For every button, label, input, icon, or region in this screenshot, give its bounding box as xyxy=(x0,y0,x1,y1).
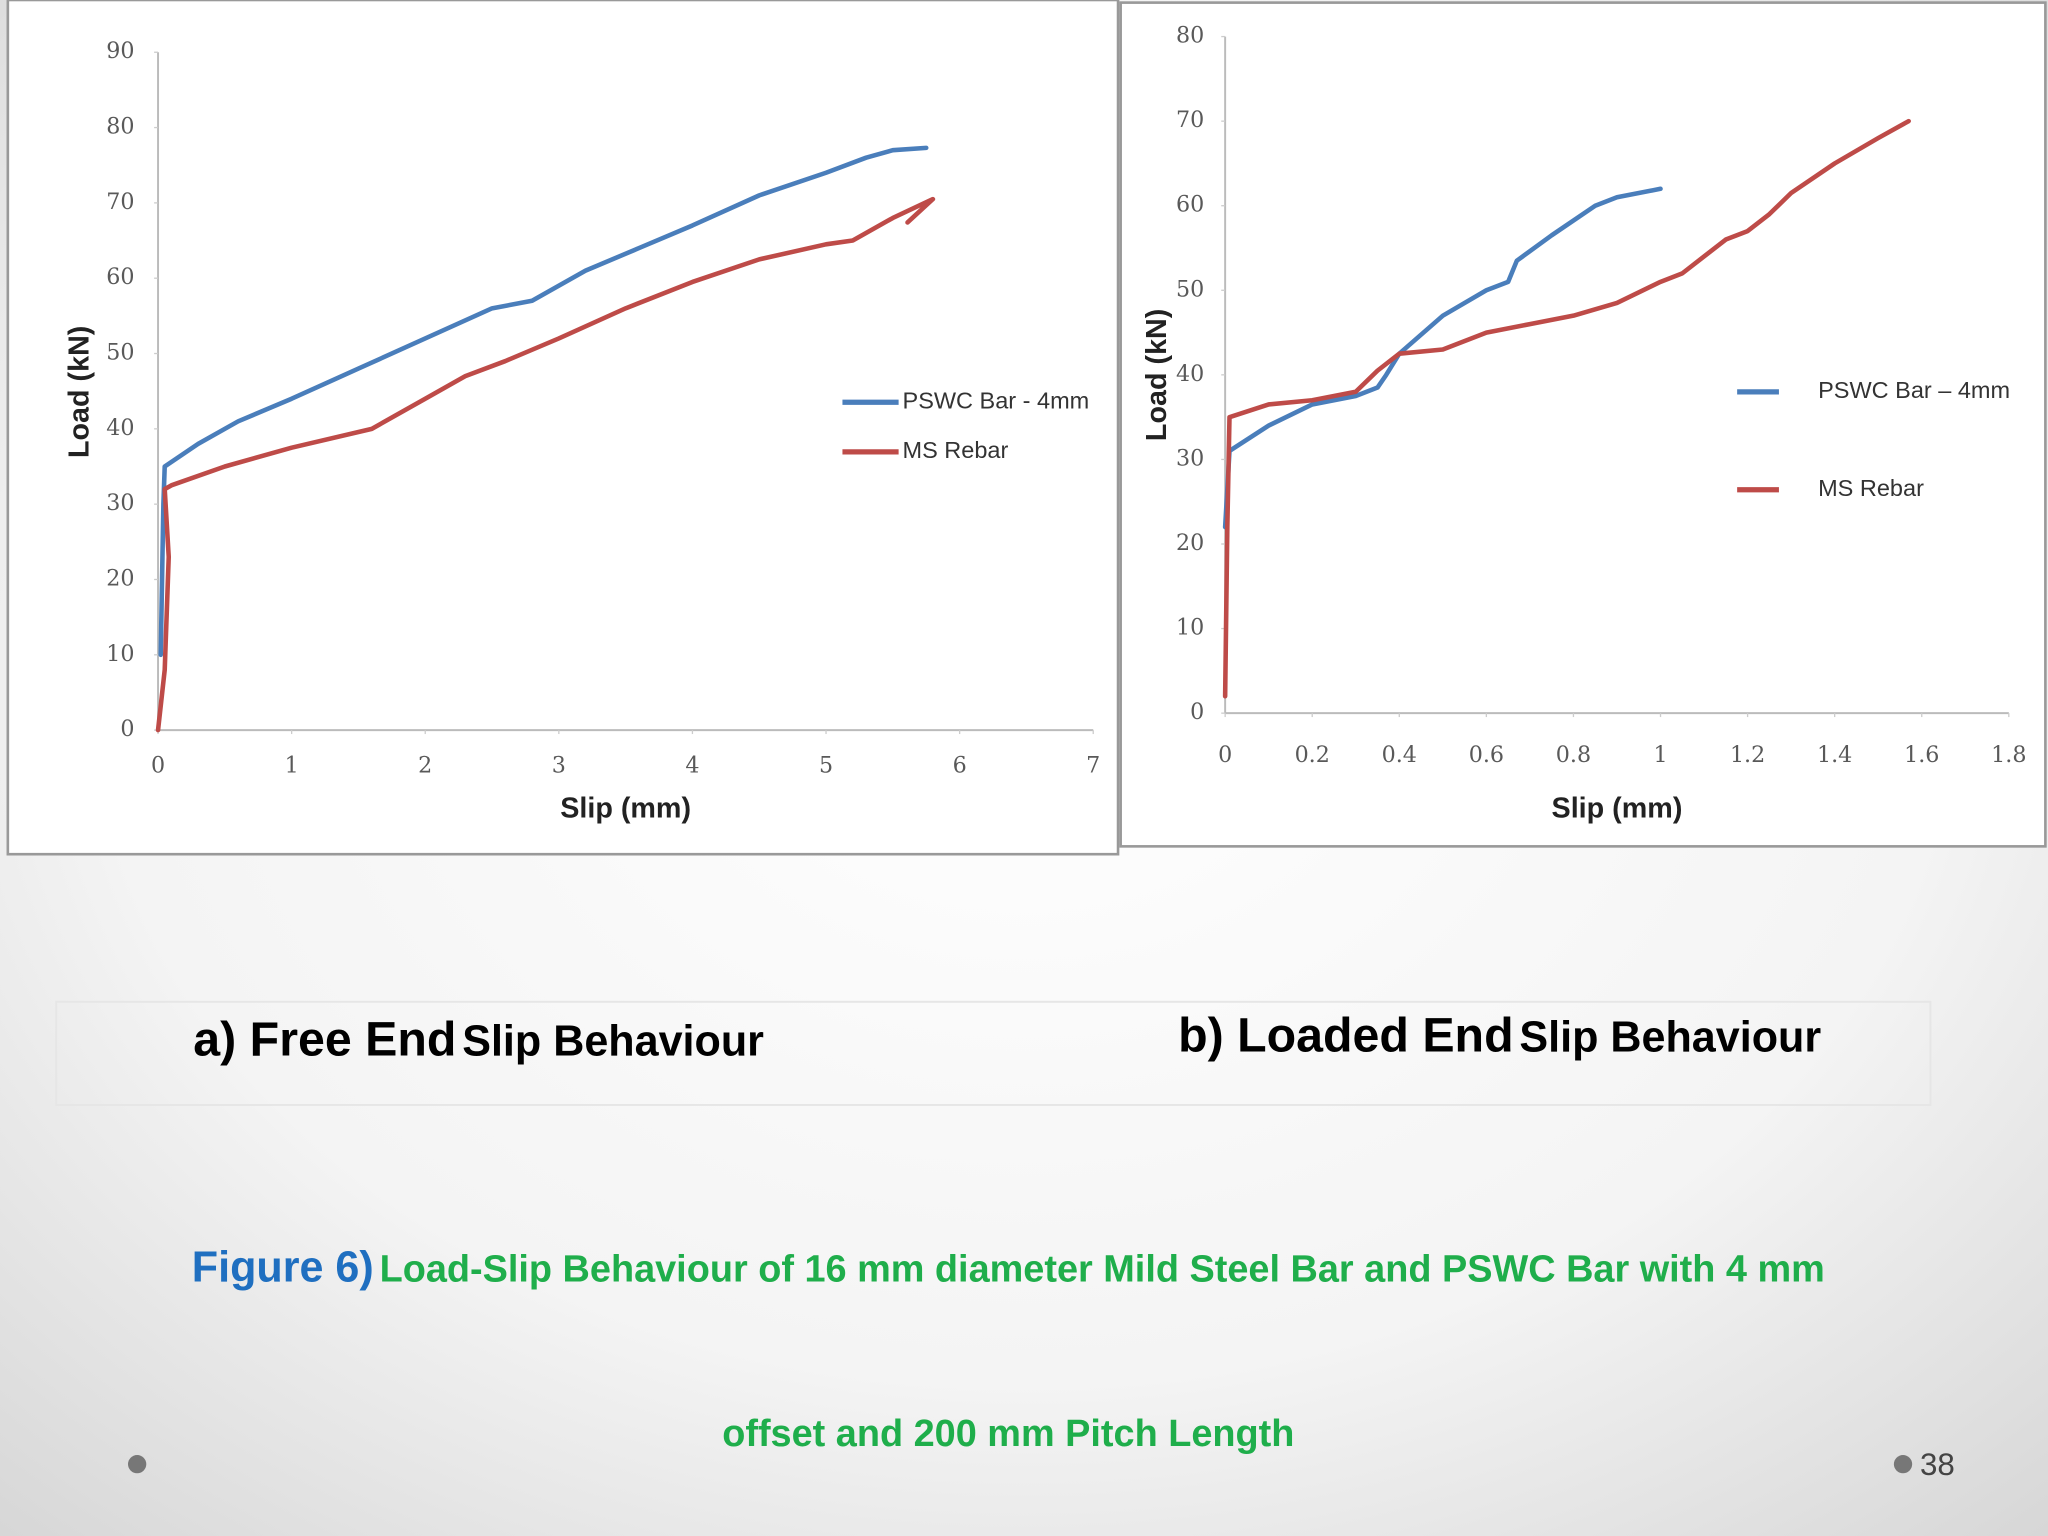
y-tick-label: 70 xyxy=(106,189,134,215)
legend-label: PSWC Bar – 4mm xyxy=(1818,377,2010,403)
y-tick-label: 90 xyxy=(106,38,134,64)
y-tick-label: 10 xyxy=(106,641,134,667)
y-tick-label: 50 xyxy=(1176,276,1204,302)
x-tick-label: 1 xyxy=(1653,742,1667,768)
y-tick-label: 30 xyxy=(106,490,134,516)
data-line xyxy=(1222,186,1663,530)
x-tick-label: 0.4 xyxy=(1382,742,1417,768)
y-tick-label: 80 xyxy=(1176,23,1204,49)
figure-text: offset and 200 mm Pitch Length xyxy=(722,1413,1294,1455)
y-tick-label: 20 xyxy=(1176,530,1204,556)
y-tick-label: 70 xyxy=(1176,107,1204,133)
x-tick-label: 2 xyxy=(418,753,432,779)
y-tick-label: 0 xyxy=(1190,699,1204,725)
caption-box xyxy=(55,1000,1932,1106)
x-tick-label: 1 xyxy=(285,753,299,779)
page-number: 38 xyxy=(1920,1447,1955,1482)
x-tick-label: 0.2 xyxy=(1295,742,1330,768)
caption: b) Loaded End Slip Behaviour xyxy=(1178,1008,1821,1062)
y-tick-label: 10 xyxy=(1176,615,1204,641)
x-tick-label: 0.8 xyxy=(1556,742,1591,768)
legend-label: MS Rebar xyxy=(903,437,1009,463)
x-tick-label: 0 xyxy=(1218,742,1232,768)
x-tick-label: 4 xyxy=(685,753,699,779)
y-axis-title: Load (kN) xyxy=(1141,309,1173,441)
x-tick-label: 1.6 xyxy=(1904,742,1939,768)
caption-main: a) Free End xyxy=(193,1012,456,1066)
x-axis-title: Slip (mm) xyxy=(560,792,691,824)
y-tick-label: 20 xyxy=(106,565,134,591)
data-line xyxy=(158,145,929,658)
x-tick-label: 0.6 xyxy=(1469,742,1504,768)
bullet xyxy=(1893,1455,1913,1474)
y-tick-label: 30 xyxy=(1176,445,1204,471)
y-tick-label: 40 xyxy=(106,415,134,441)
x-tick-label: 5 xyxy=(819,753,833,779)
legend-label: MS Rebar xyxy=(1818,475,1924,501)
y-tick-label: 60 xyxy=(1176,192,1204,218)
figure-text: Load-Slip Behaviour of 16 mm diameter Mi… xyxy=(380,1248,1825,1290)
legend-label: PSWC Bar - 4mm xyxy=(903,387,1090,413)
x-tick-label: 7 xyxy=(1086,753,1100,779)
chart-frame xyxy=(6,0,1120,856)
x-tick-label: 1.4 xyxy=(1817,742,1852,768)
bullet xyxy=(128,1455,147,1474)
y-tick-label: 0 xyxy=(120,716,134,742)
y-tick-label: 50 xyxy=(106,340,134,366)
y-axis-title: Load (kN) xyxy=(64,326,96,458)
x-tick-label: 1.8 xyxy=(1991,742,2026,768)
caption-rest: Slip Behaviour xyxy=(1519,1013,1821,1061)
data-line xyxy=(155,196,936,733)
x-tick-label: 1.2 xyxy=(1730,742,1765,768)
caption-rest: Slip Behaviour xyxy=(462,1017,764,1065)
caption: a) Free End Slip Behaviour xyxy=(193,1012,764,1066)
y-tick-label: 40 xyxy=(1176,361,1204,387)
x-tick-label: 6 xyxy=(953,753,967,779)
x-tick-label: 3 xyxy=(552,753,566,779)
figure-caption: Figure 6) Load-Slip Behaviour of 16 mm d… xyxy=(192,1243,1825,1291)
data-line xyxy=(1222,118,1911,699)
x-axis-title: Slip (mm) xyxy=(1552,792,1683,824)
y-tick-label: 60 xyxy=(106,264,134,290)
figure-label: Figure 6) xyxy=(192,1243,374,1291)
caption-main: b) Loaded End xyxy=(1178,1008,1513,1062)
x-tick-label: 0 xyxy=(151,753,165,779)
chart-frame xyxy=(1119,1,2047,848)
y-tick-label: 80 xyxy=(106,114,134,140)
